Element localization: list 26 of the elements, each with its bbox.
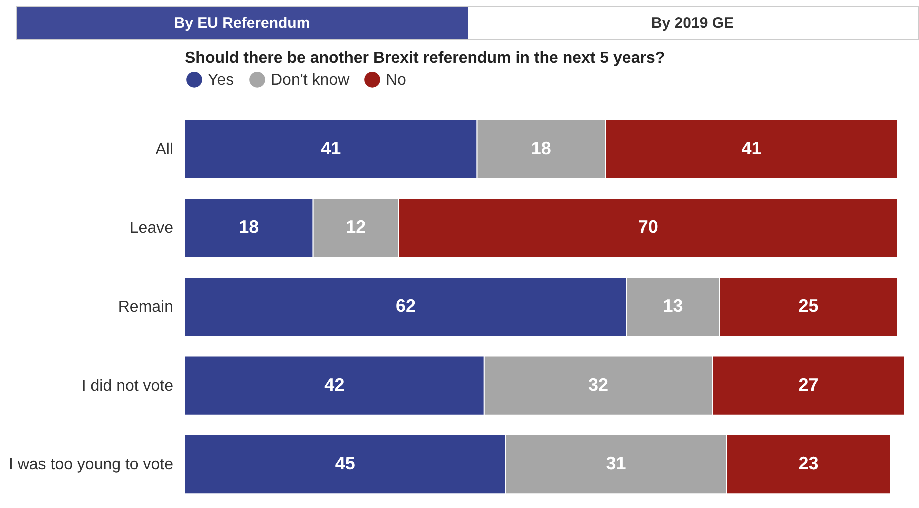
tab[interactable]: By 2019 GE: [468, 7, 918, 39]
data-label: 32: [588, 374, 608, 395]
data-label: 23: [798, 454, 819, 474]
data-label: 41: [321, 138, 342, 158]
data-label: 25: [798, 296, 819, 316]
y-tick-label: Leave: [130, 220, 174, 238]
data-label: 27: [798, 374, 819, 395]
data-label: 12: [346, 217, 366, 238]
y-tick-label: All: [156, 141, 174, 158]
data-label: 62: [396, 296, 416, 316]
y-tick-label: I did not vote: [82, 378, 174, 395]
data-label: 70: [638, 217, 658, 238]
data-label: 41: [742, 138, 762, 158]
data-label: 18: [531, 138, 552, 158]
data-label: 45: [335, 454, 356, 474]
data-label: 31: [606, 454, 626, 474]
y-tick-label: I was too young to vote: [8, 456, 174, 474]
legend-label: Don't know: [271, 72, 350, 89]
legend-label: Yes: [208, 72, 234, 89]
data-label: 42: [324, 374, 345, 395]
y-tick-label: Remain: [118, 299, 174, 316]
legend-label: No: [386, 72, 407, 89]
data-label: 18: [239, 217, 260, 238]
text: Should there be another Brexit referendum in the next 5 years?: [185, 50, 666, 67]
tab[interactable]: By EU Referendum: [17, 7, 468, 39]
data-label: 13: [663, 296, 684, 316]
